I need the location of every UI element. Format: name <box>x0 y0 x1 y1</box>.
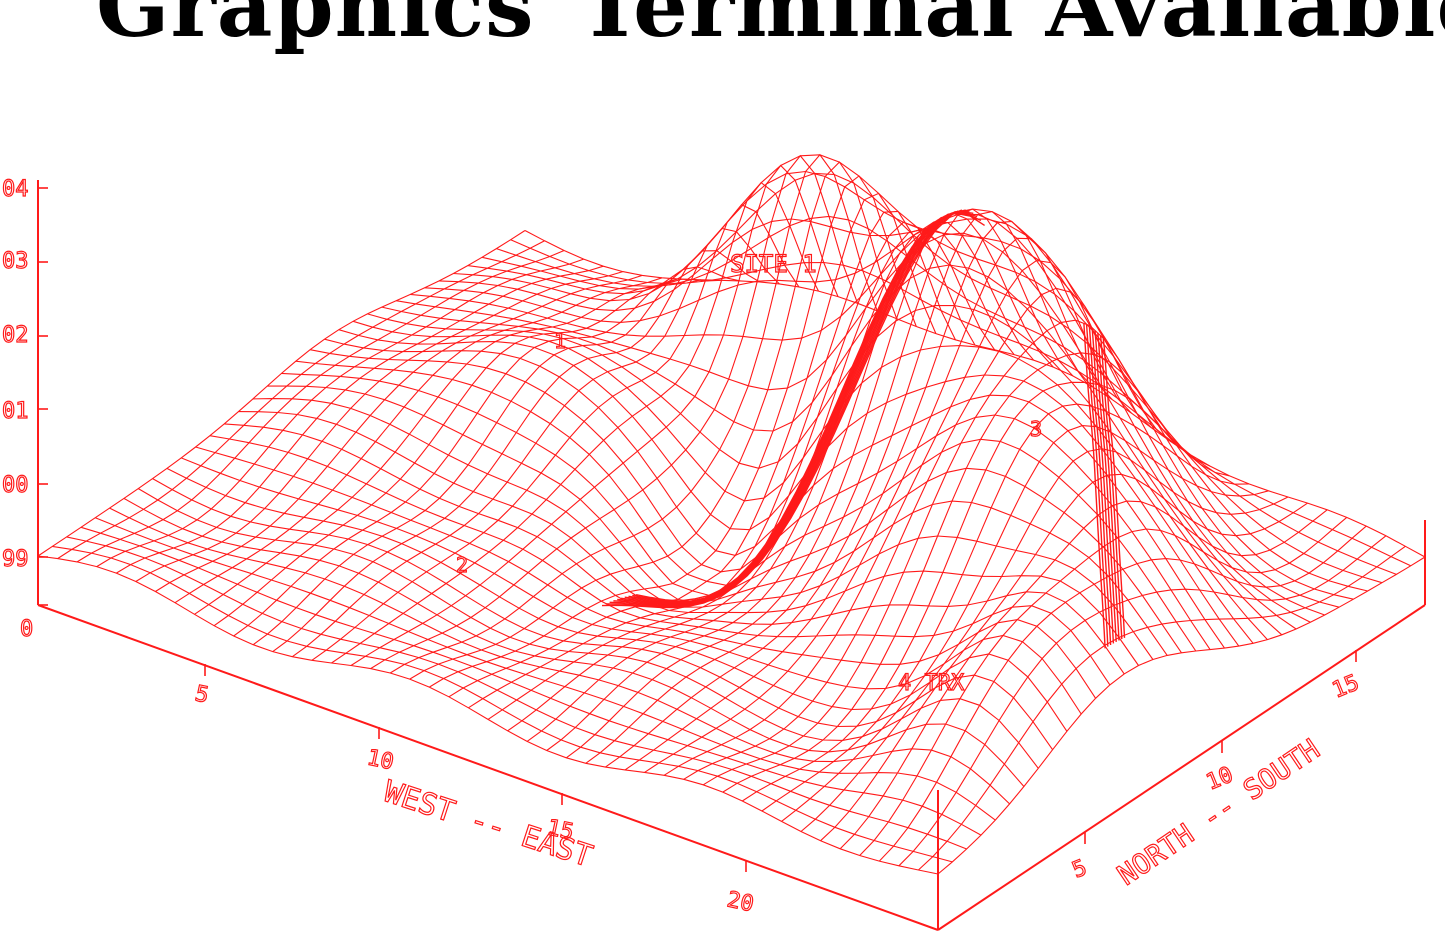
band-hatch-line <box>617 209 966 606</box>
mesh-line-north-south <box>546 221 1035 751</box>
mesh-line-north-south <box>565 212 1054 759</box>
mesh-line-north-south <box>272 250 761 653</box>
mesh-line-west-east <box>381 264 1283 636</box>
mesh-line-north-south <box>409 161 898 680</box>
mesh-line-north-south <box>76 249 565 563</box>
mesh-line-north-south <box>291 227 780 658</box>
mesh-line-north-south <box>859 516 1348 856</box>
mesh-line-north-south <box>800 448 1289 832</box>
axis-ticks <box>38 187 1357 872</box>
headline-right: Terminal Available <box>578 0 1445 57</box>
mesh-line-north-south <box>624 220 1113 771</box>
vertical-tick-label: 01 <box>2 399 29 424</box>
mesh-line-north-south <box>350 164 839 666</box>
mesh-line-west-east <box>453 170 1354 600</box>
mesh-line-north-south <box>585 208 1074 764</box>
mesh-line-west-east <box>238 411 1139 666</box>
mesh-line-north-south <box>487 221 976 720</box>
west-east-tick-label: 15 <box>545 815 576 845</box>
band-hatch-line <box>1091 328 1115 644</box>
mesh-line-north-south <box>389 153 878 674</box>
band-hatch-line <box>1099 335 1123 640</box>
mesh-line-north-south <box>116 265 604 574</box>
mesh-line-north-south <box>194 278 682 615</box>
vertical-tick-label: 00 <box>2 473 29 498</box>
vertical-tick-label: 04 <box>2 177 29 202</box>
marker-label: 4 TRX <box>898 671 965 696</box>
band-hatch-line <box>609 210 959 607</box>
mesh-line-west-east <box>209 435 1111 686</box>
mesh-line-west-east <box>524 230 1426 558</box>
north-south-axis-label: NORTH -- SOUTH <box>1111 732 1325 891</box>
band-hatch-line <box>613 209 963 607</box>
north-south-tick-label: 15 <box>1329 670 1363 703</box>
mesh-line-north-south <box>448 192 937 698</box>
headline-left: Graphics <box>96 0 535 57</box>
vertical-tick-label: 99 <box>2 547 29 572</box>
band-hatch-line <box>1102 338 1126 638</box>
mesh-line-north-south <box>37 230 526 557</box>
marker-label: 2 <box>456 553 468 577</box>
west-east-tick-label: 5 <box>193 681 211 708</box>
band-hatch-line <box>635 212 985 602</box>
mesh-line-north-south <box>96 258 584 568</box>
vertical-tick-label: 02 <box>2 323 29 348</box>
mesh-line-north-south <box>331 181 819 664</box>
band-hatch-line <box>1083 323 1106 649</box>
mesh-line-west-east <box>80 526 982 836</box>
mesh-line-north-south <box>57 240 545 560</box>
mesh-line-north-south <box>213 279 702 627</box>
mesh-line-north-south <box>820 473 1308 842</box>
highlighted-bands <box>601 209 1126 649</box>
mesh-line-north-south <box>722 352 1211 793</box>
mesh-line-north-south <box>252 266 741 646</box>
mesh-line-north-south <box>135 271 623 582</box>
mesh-line-north-south <box>839 500 1328 850</box>
mesh-line-north-south <box>742 381 1230 802</box>
mesh-line-north-south <box>683 287 1172 780</box>
west-east-base-edge <box>37 604 939 931</box>
mesh-line-north-south <box>174 277 663 604</box>
marker-label: 3 <box>1030 417 1042 441</box>
band-hatch-line <box>1085 324 1109 647</box>
west-east-tick-label: 10 <box>365 745 396 775</box>
band-hatch-line <box>1097 332 1120 641</box>
mesh-line-north-south <box>429 175 917 688</box>
mesh-line-west-east <box>152 478 1054 751</box>
mesh-line-north-south <box>761 403 1249 812</box>
band-hatch-line <box>1094 330 1117 642</box>
surface-mesh <box>37 153 1426 875</box>
west-east-tick-label: 20 <box>725 887 756 917</box>
mesh-line-west-east <box>467 154 1368 592</box>
north-south-base-edge <box>937 604 1426 931</box>
vertical-tick-label: 0 <box>20 617 33 642</box>
band-hatch-line <box>601 215 952 609</box>
mesh-line-west-east <box>496 215 1397 575</box>
marker-label: 1 <box>554 329 566 353</box>
mesh-line-north-south <box>781 425 1269 822</box>
mesh-line-north-south <box>370 154 859 670</box>
mesh-line-north-south <box>311 204 800 661</box>
mesh-line-north-south <box>605 211 1093 768</box>
mesh-line-north-south <box>663 260 1152 776</box>
mesh-line-north-south <box>878 525 1367 862</box>
mesh-line-north-south <box>898 535 1387 867</box>
mesh-line-north-south <box>155 274 643 592</box>
band-hatch-line <box>605 212 955 608</box>
band-hatch-line <box>1088 326 1112 646</box>
mesh-line-north-south <box>507 228 996 732</box>
mesh-line-north-south <box>644 237 1132 773</box>
mesh-line-north-south <box>233 278 721 637</box>
mesh-line-north-south <box>918 545 1406 871</box>
vertical-tick-label: 03 <box>2 249 29 274</box>
mesh-line-north-south <box>937 556 1426 875</box>
north-south-tick-label: 5 <box>1069 855 1091 883</box>
site-label: SITE 1 <box>730 250 817 278</box>
mesh-line-north-south <box>702 319 1191 786</box>
